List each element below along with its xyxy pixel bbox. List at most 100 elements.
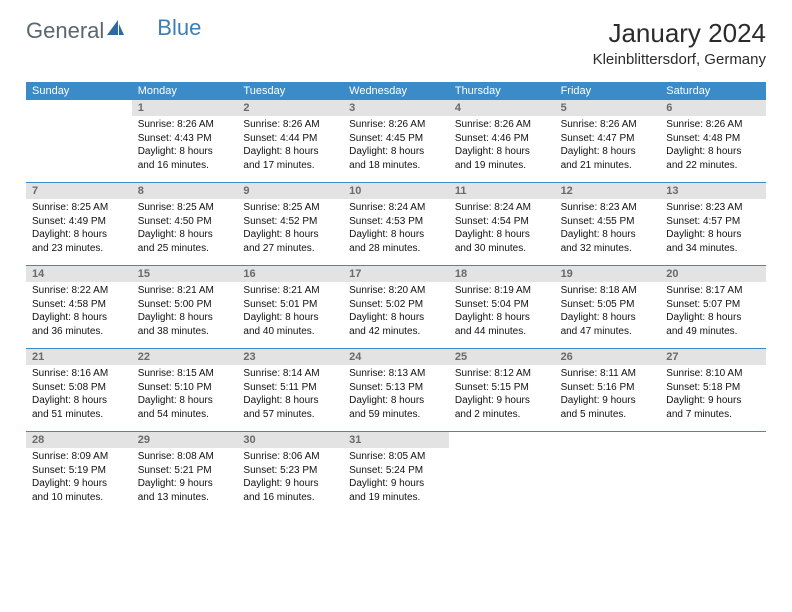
daylight-text: Daylight: 8 hours and 40 minutes.: [243, 311, 337, 338]
sunset-text: Sunset: 5:11 PM: [243, 381, 337, 395]
day-details: Sunrise: 8:26 AMSunset: 4:47 PMDaylight:…: [555, 116, 661, 176]
weekday-header: Wednesday: [343, 82, 449, 100]
month-title: January 2024: [593, 18, 766, 49]
sunset-text: Sunset: 4:49 PM: [32, 215, 126, 229]
daylight-text: Daylight: 8 hours and 28 minutes.: [349, 228, 443, 255]
week-row: 21Sunrise: 8:16 AMSunset: 5:08 PMDayligh…: [26, 349, 766, 432]
day-number: 7: [26, 183, 132, 199]
daylight-text: Daylight: 8 hours and 59 minutes.: [349, 394, 443, 421]
daylight-text: Daylight: 8 hours and 19 minutes.: [455, 145, 549, 172]
day-number: 4: [449, 100, 555, 116]
day-number: [555, 432, 661, 448]
day-number: 2: [237, 100, 343, 116]
week-row: 28Sunrise: 8:09 AMSunset: 5:19 PMDayligh…: [26, 432, 766, 514]
day-cell: 27Sunrise: 8:10 AMSunset: 5:18 PMDayligh…: [660, 349, 766, 431]
day-number: 16: [237, 266, 343, 282]
sunrise-text: Sunrise: 8:23 AM: [666, 201, 760, 215]
day-cell: 23 Sunrise: 8:14 AMSunset: 5:11 PMDayligh…: [237, 349, 343, 431]
day-number: 19: [555, 266, 661, 282]
sunrise-text: Sunrise: 8:14 AM: [243, 367, 337, 381]
day-details: Sunrise: 8:21 AMSunset: 5:01 PMDaylight:…: [237, 282, 343, 342]
sunrise-text: Sunrise: 8:26 AM: [243, 118, 337, 132]
week-row: 14Sunrise: 8:22 AMSunset: 4:58 PMDayligh…: [26, 266, 766, 349]
day-cell: 13Sunrise: 8:23 AMSunset: 4:57 PMDayligh…: [660, 183, 766, 265]
day-number: 13: [660, 183, 766, 199]
day-number: 1: [132, 100, 238, 116]
day-cell: 16Sunrise: 8:21 AMSunset: 5:01 PMDayligh…: [237, 266, 343, 348]
day-number: 11: [449, 183, 555, 199]
location-label: Kleinblittersdorf, Germany: [593, 51, 766, 68]
sunrise-text: Sunrise: 8:21 AM: [138, 284, 232, 298]
day-cell: 5Sunrise: 8:26 AMSunset: 4:47 PMDaylight…: [555, 100, 661, 182]
brand-sail-icon: [107, 20, 125, 41]
daylight-text: Daylight: 8 hours and 42 minutes.: [349, 311, 443, 338]
day-number: 23: [237, 349, 343, 365]
week-row: 1Sunrise: 8:26 AMSunset: 4:43 PMDaylight…: [26, 100, 766, 183]
day-cell: 20Sunrise: 8:17 AMSunset: 5:07 PMDayligh…: [660, 266, 766, 348]
day-details: Sunrise: 8:18 AMSunset: 5:05 PMDaylight:…: [555, 282, 661, 342]
day-details: Sunrise: 8:13 AMSunset: 5:13 PMDaylight:…: [343, 365, 449, 425]
day-cell: [449, 432, 555, 514]
day-cell: 30Sunrise: 8:06 AMSunset: 5:23 PMDayligh…: [237, 432, 343, 514]
daylight-text: Daylight: 8 hours and 44 minutes.: [455, 311, 549, 338]
sunrise-text: Sunrise: 8:08 AM: [138, 450, 232, 464]
day-details: Sunrise: 8:20 AMSunset: 5:02 PMDaylight:…: [343, 282, 449, 342]
sunset-text: Sunset: 4:54 PM: [455, 215, 549, 229]
week-row: 7Sunrise: 8:25 AMSunset: 4:49 PMDaylight…: [26, 183, 766, 266]
daylight-text: Daylight: 8 hours and 57 minutes.: [243, 394, 337, 421]
weekday-header: Sunday: [26, 82, 132, 100]
day-details: Sunrise: 8:15 AMSunset: 5:10 PMDaylight:…: [132, 365, 238, 425]
day-cell: 17Sunrise: 8:20 AMSunset: 5:02 PMDayligh…: [343, 266, 449, 348]
daylight-text: Daylight: 8 hours and 22 minutes.: [666, 145, 760, 172]
day-number: 14: [26, 266, 132, 282]
sunset-text: Sunset: 5:13 PM: [349, 381, 443, 395]
sunset-text: Sunset: 5:21 PM: [138, 464, 232, 478]
day-details: Sunrise: 8:26 AMSunset: 4:48 PMDaylight:…: [660, 116, 766, 176]
sunrise-text: Sunrise: 8:09 AM: [32, 450, 126, 464]
day-number: 24: [343, 349, 449, 365]
day-details: Sunrise: 8:25 AMSunset: 4:49 PMDaylight:…: [26, 199, 132, 259]
day-cell: [555, 432, 661, 514]
sunrise-text: Sunrise: 8:26 AM: [138, 118, 232, 132]
sunrise-text: Sunrise: 8:18 AM: [561, 284, 655, 298]
day-number: 18: [449, 266, 555, 282]
day-cell: [26, 100, 132, 182]
sunset-text: Sunset: 5:10 PM: [138, 381, 232, 395]
day-details: Sunrise: 8:26 AMSunset: 4:44 PMDaylight:…: [237, 116, 343, 176]
day-number: [660, 432, 766, 448]
day-details: Sunrise: 8:23 AMSunset: 4:57 PMDaylight:…: [660, 199, 766, 259]
day-number: 26: [555, 349, 661, 365]
sunset-text: Sunset: 4:45 PM: [349, 132, 443, 146]
sunrise-text: Sunrise: 8:16 AM: [32, 367, 126, 381]
daylight-text: Daylight: 8 hours and 36 minutes.: [32, 311, 126, 338]
sunset-text: Sunset: 5:19 PM: [32, 464, 126, 478]
day-details: Sunrise: 8:11 AMSunset: 5:16 PMDaylight:…: [555, 365, 661, 425]
daylight-text: Daylight: 8 hours and 49 minutes.: [666, 311, 760, 338]
sunrise-text: Sunrise: 8:25 AM: [32, 201, 126, 215]
day-details: Sunrise: 8:22 AMSunset: 4:58 PMDaylight:…: [26, 282, 132, 342]
day-number: 29: [132, 432, 238, 448]
day-cell: 14Sunrise: 8:22 AMSunset: 4:58 PMDayligh…: [26, 266, 132, 348]
day-cell: 2Sunrise: 8:26 AMSunset: 4:44 PMDaylight…: [237, 100, 343, 182]
sunset-text: Sunset: 4:53 PM: [349, 215, 443, 229]
day-details: Sunrise: 8:24 AMSunset: 4:54 PMDaylight:…: [449, 199, 555, 259]
day-number: [26, 100, 132, 116]
weekday-header: Monday: [132, 82, 238, 100]
day-cell: 28Sunrise: 8:09 AMSunset: 5:19 PMDayligh…: [26, 432, 132, 514]
day-details: Sunrise: 8:26 AMSunset: 4:43 PMDaylight:…: [132, 116, 238, 176]
daylight-text: Daylight: 8 hours and 21 minutes.: [561, 145, 655, 172]
day-cell: 21Sunrise: 8:16 AMSunset: 5:08 PMDayligh…: [26, 349, 132, 431]
day-number: 20: [660, 266, 766, 282]
weekday-header-row: Sunday Monday Tuesday Wednesday Thursday…: [26, 82, 766, 100]
day-details: Sunrise: 8:24 AMSunset: 4:53 PMDaylight:…: [343, 199, 449, 259]
day-number: 30: [237, 432, 343, 448]
page-header: General Blue January 2024 Kleinblittersd…: [0, 0, 792, 74]
daylight-text: Daylight: 8 hours and 18 minutes.: [349, 145, 443, 172]
day-details: Sunrise: 8:23 AMSunset: 4:55 PMDaylight:…: [555, 199, 661, 259]
daylight-text: Daylight: 8 hours and 32 minutes.: [561, 228, 655, 255]
sunrise-text: Sunrise: 8:11 AM: [561, 367, 655, 381]
day-number: 15: [132, 266, 238, 282]
day-cell: 6Sunrise: 8:26 AMSunset: 4:48 PMDaylight…: [660, 100, 766, 182]
sunrise-text: Sunrise: 8:15 AM: [138, 367, 232, 381]
sunrise-text: Sunrise: 8:06 AM: [243, 450, 337, 464]
